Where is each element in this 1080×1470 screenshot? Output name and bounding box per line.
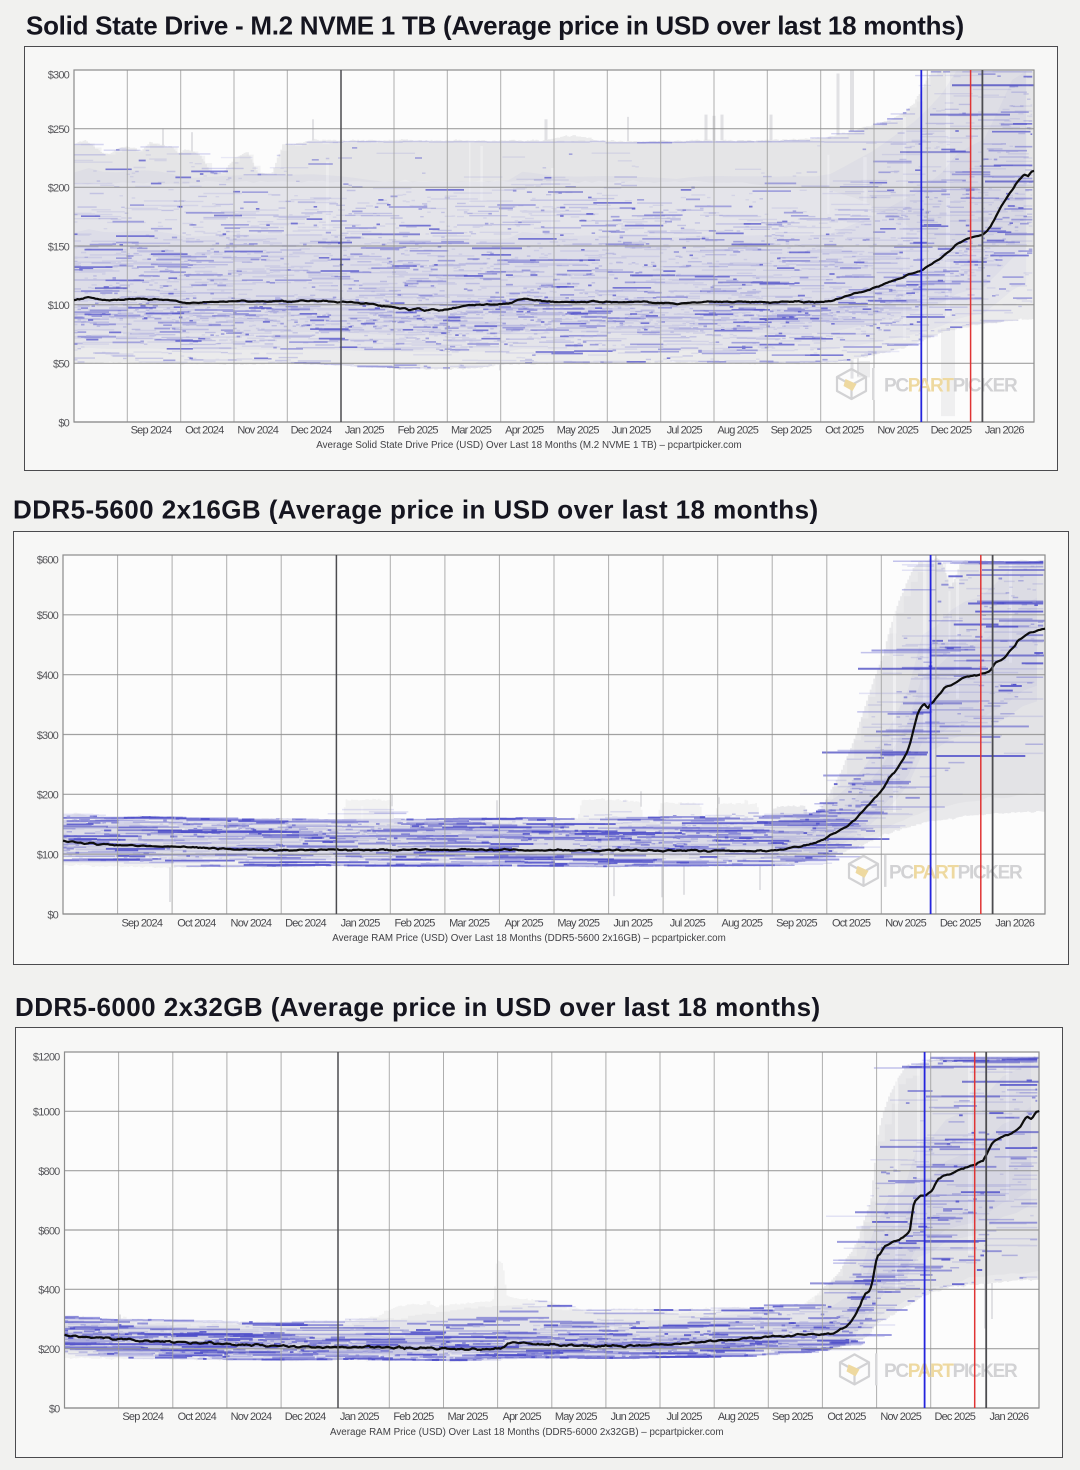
- svg-text:DDR5-6000 2x32GB (Average pric: DDR5-6000 2x32GB (Average price in USD o…: [15, 992, 821, 1022]
- svg-text:$300: $300: [48, 70, 70, 82]
- svg-text:Sep 2024: Sep 2024: [122, 1411, 163, 1423]
- svg-text:Jan 2025: Jan 2025: [340, 1411, 380, 1423]
- svg-text:Jul 2025: Jul 2025: [667, 425, 703, 437]
- svg-text:$200: $200: [48, 183, 70, 195]
- svg-text:PCPARTPICKER: PCPARTPICKER: [889, 863, 1023, 884]
- svg-text:$600: $600: [37, 555, 59, 567]
- svg-text:Oct 2024: Oct 2024: [177, 918, 216, 930]
- svg-text:Average RAM Price (USD) Over L: Average RAM Price (USD) Over Last 18 Mon…: [332, 933, 725, 944]
- svg-text:$500: $500: [37, 610, 59, 622]
- svg-text:Dec 2024: Dec 2024: [285, 1411, 326, 1423]
- svg-text:Dec 2025: Dec 2025: [934, 1411, 975, 1423]
- svg-text:Nov 2024: Nov 2024: [231, 918, 272, 930]
- svg-text:$200: $200: [37, 790, 59, 802]
- svg-text:Jan 2026: Jan 2026: [985, 425, 1025, 437]
- svg-text:Jun 2025: Jun 2025: [611, 1411, 651, 1423]
- svg-text:$0: $0: [58, 417, 69, 429]
- svg-text:Aug 2025: Aug 2025: [718, 1411, 759, 1423]
- svg-text:Sep 2025: Sep 2025: [772, 1411, 813, 1423]
- svg-text:Jan 2025: Jan 2025: [341, 918, 381, 930]
- svg-text:$50: $50: [53, 359, 70, 371]
- svg-text:Sep 2024: Sep 2024: [131, 425, 172, 437]
- svg-text:$0: $0: [47, 909, 58, 921]
- svg-text:$600: $600: [38, 1225, 60, 1237]
- svg-text:$150: $150: [48, 241, 70, 253]
- svg-text:$0: $0: [49, 1403, 60, 1415]
- svg-text:$400: $400: [37, 670, 59, 682]
- svg-text:May 2025: May 2025: [557, 425, 600, 437]
- svg-text:Sep 2024: Sep 2024: [121, 918, 162, 930]
- svg-text:Oct 2025: Oct 2025: [825, 425, 864, 437]
- svg-text:Oct 2024: Oct 2024: [185, 425, 224, 437]
- svg-text:Mar 2025: Mar 2025: [451, 425, 492, 437]
- svg-text:Sep 2025: Sep 2025: [776, 918, 817, 930]
- svg-text:Jan 2025: Jan 2025: [345, 425, 385, 437]
- svg-text:Jul 2025: Jul 2025: [666, 1411, 702, 1423]
- svg-text:Oct 2025: Oct 2025: [827, 1411, 866, 1423]
- svg-text:Feb 2025: Feb 2025: [395, 918, 436, 930]
- svg-text:$1000: $1000: [33, 1107, 60, 1119]
- svg-text:$300: $300: [37, 730, 59, 742]
- svg-text:$1200: $1200: [33, 1052, 60, 1064]
- svg-text:Apr 2025: Apr 2025: [503, 1411, 542, 1423]
- svg-text:Apr 2025: Apr 2025: [505, 425, 544, 437]
- svg-text:Nov 2025: Nov 2025: [877, 425, 918, 437]
- svg-text:Dec 2025: Dec 2025: [931, 425, 972, 437]
- svg-text:May 2025: May 2025: [555, 1411, 598, 1423]
- svg-text:$250: $250: [48, 124, 70, 136]
- svg-text:$100: $100: [37, 850, 59, 862]
- svg-text:PCPARTPICKER: PCPARTPICKER: [884, 376, 1018, 397]
- svg-text:Jan 2026: Jan 2026: [995, 918, 1035, 930]
- svg-text:Dec 2024: Dec 2024: [285, 918, 326, 930]
- svg-text:Dec 2024: Dec 2024: [291, 425, 332, 437]
- svg-text:Solid State Drive - M.2 NVME 1: Solid State Drive - M.2 NVME 1 TB (Avera…: [26, 11, 964, 41]
- svg-text:$800: $800: [38, 1166, 60, 1178]
- svg-text:Feb 2025: Feb 2025: [398, 425, 439, 437]
- svg-text:Aug 2025: Aug 2025: [717, 425, 758, 437]
- svg-text:Mar 2025: Mar 2025: [447, 1411, 488, 1423]
- svg-text:DDR5-5600 2x16GB (Average pric: DDR5-5600 2x16GB (Average price in USD o…: [13, 495, 819, 525]
- svg-text:PCPARTPICKER: PCPARTPICKER: [884, 1361, 1018, 1382]
- svg-text:Nov 2025: Nov 2025: [885, 918, 926, 930]
- svg-text:Sep 2025: Sep 2025: [771, 425, 812, 437]
- svg-text:Aug 2025: Aug 2025: [722, 918, 763, 930]
- svg-text:Mar 2025: Mar 2025: [449, 918, 490, 930]
- svg-text:Nov 2024: Nov 2024: [237, 425, 278, 437]
- svg-text:Dec 2025: Dec 2025: [940, 918, 981, 930]
- svg-text:Jan 2026: Jan 2026: [989, 1411, 1029, 1423]
- svg-text:Average RAM Price (USD) Over L: Average RAM Price (USD) Over Last 18 Mon…: [330, 1427, 723, 1438]
- svg-text:$200: $200: [38, 1344, 60, 1356]
- svg-text:$400: $400: [38, 1285, 60, 1297]
- svg-text:Apr 2025: Apr 2025: [505, 918, 544, 930]
- svg-text:Nov 2025: Nov 2025: [880, 1411, 921, 1423]
- svg-text:May 2025: May 2025: [557, 918, 600, 930]
- svg-text:Nov 2024: Nov 2024: [231, 1411, 272, 1423]
- svg-text:Jun 2025: Jun 2025: [613, 918, 653, 930]
- svg-text:Oct 2025: Oct 2025: [832, 918, 871, 930]
- svg-text:Jul 2025: Jul 2025: [670, 918, 706, 930]
- svg-text:Feb 2025: Feb 2025: [393, 1411, 434, 1423]
- svg-text:$100: $100: [48, 300, 70, 312]
- svg-text:Oct 2024: Oct 2024: [178, 1411, 217, 1423]
- svg-text:Jun 2025: Jun 2025: [612, 425, 652, 437]
- svg-text:Average Solid State Drive Pric: Average Solid State Drive Price (USD) Ov…: [316, 440, 741, 451]
